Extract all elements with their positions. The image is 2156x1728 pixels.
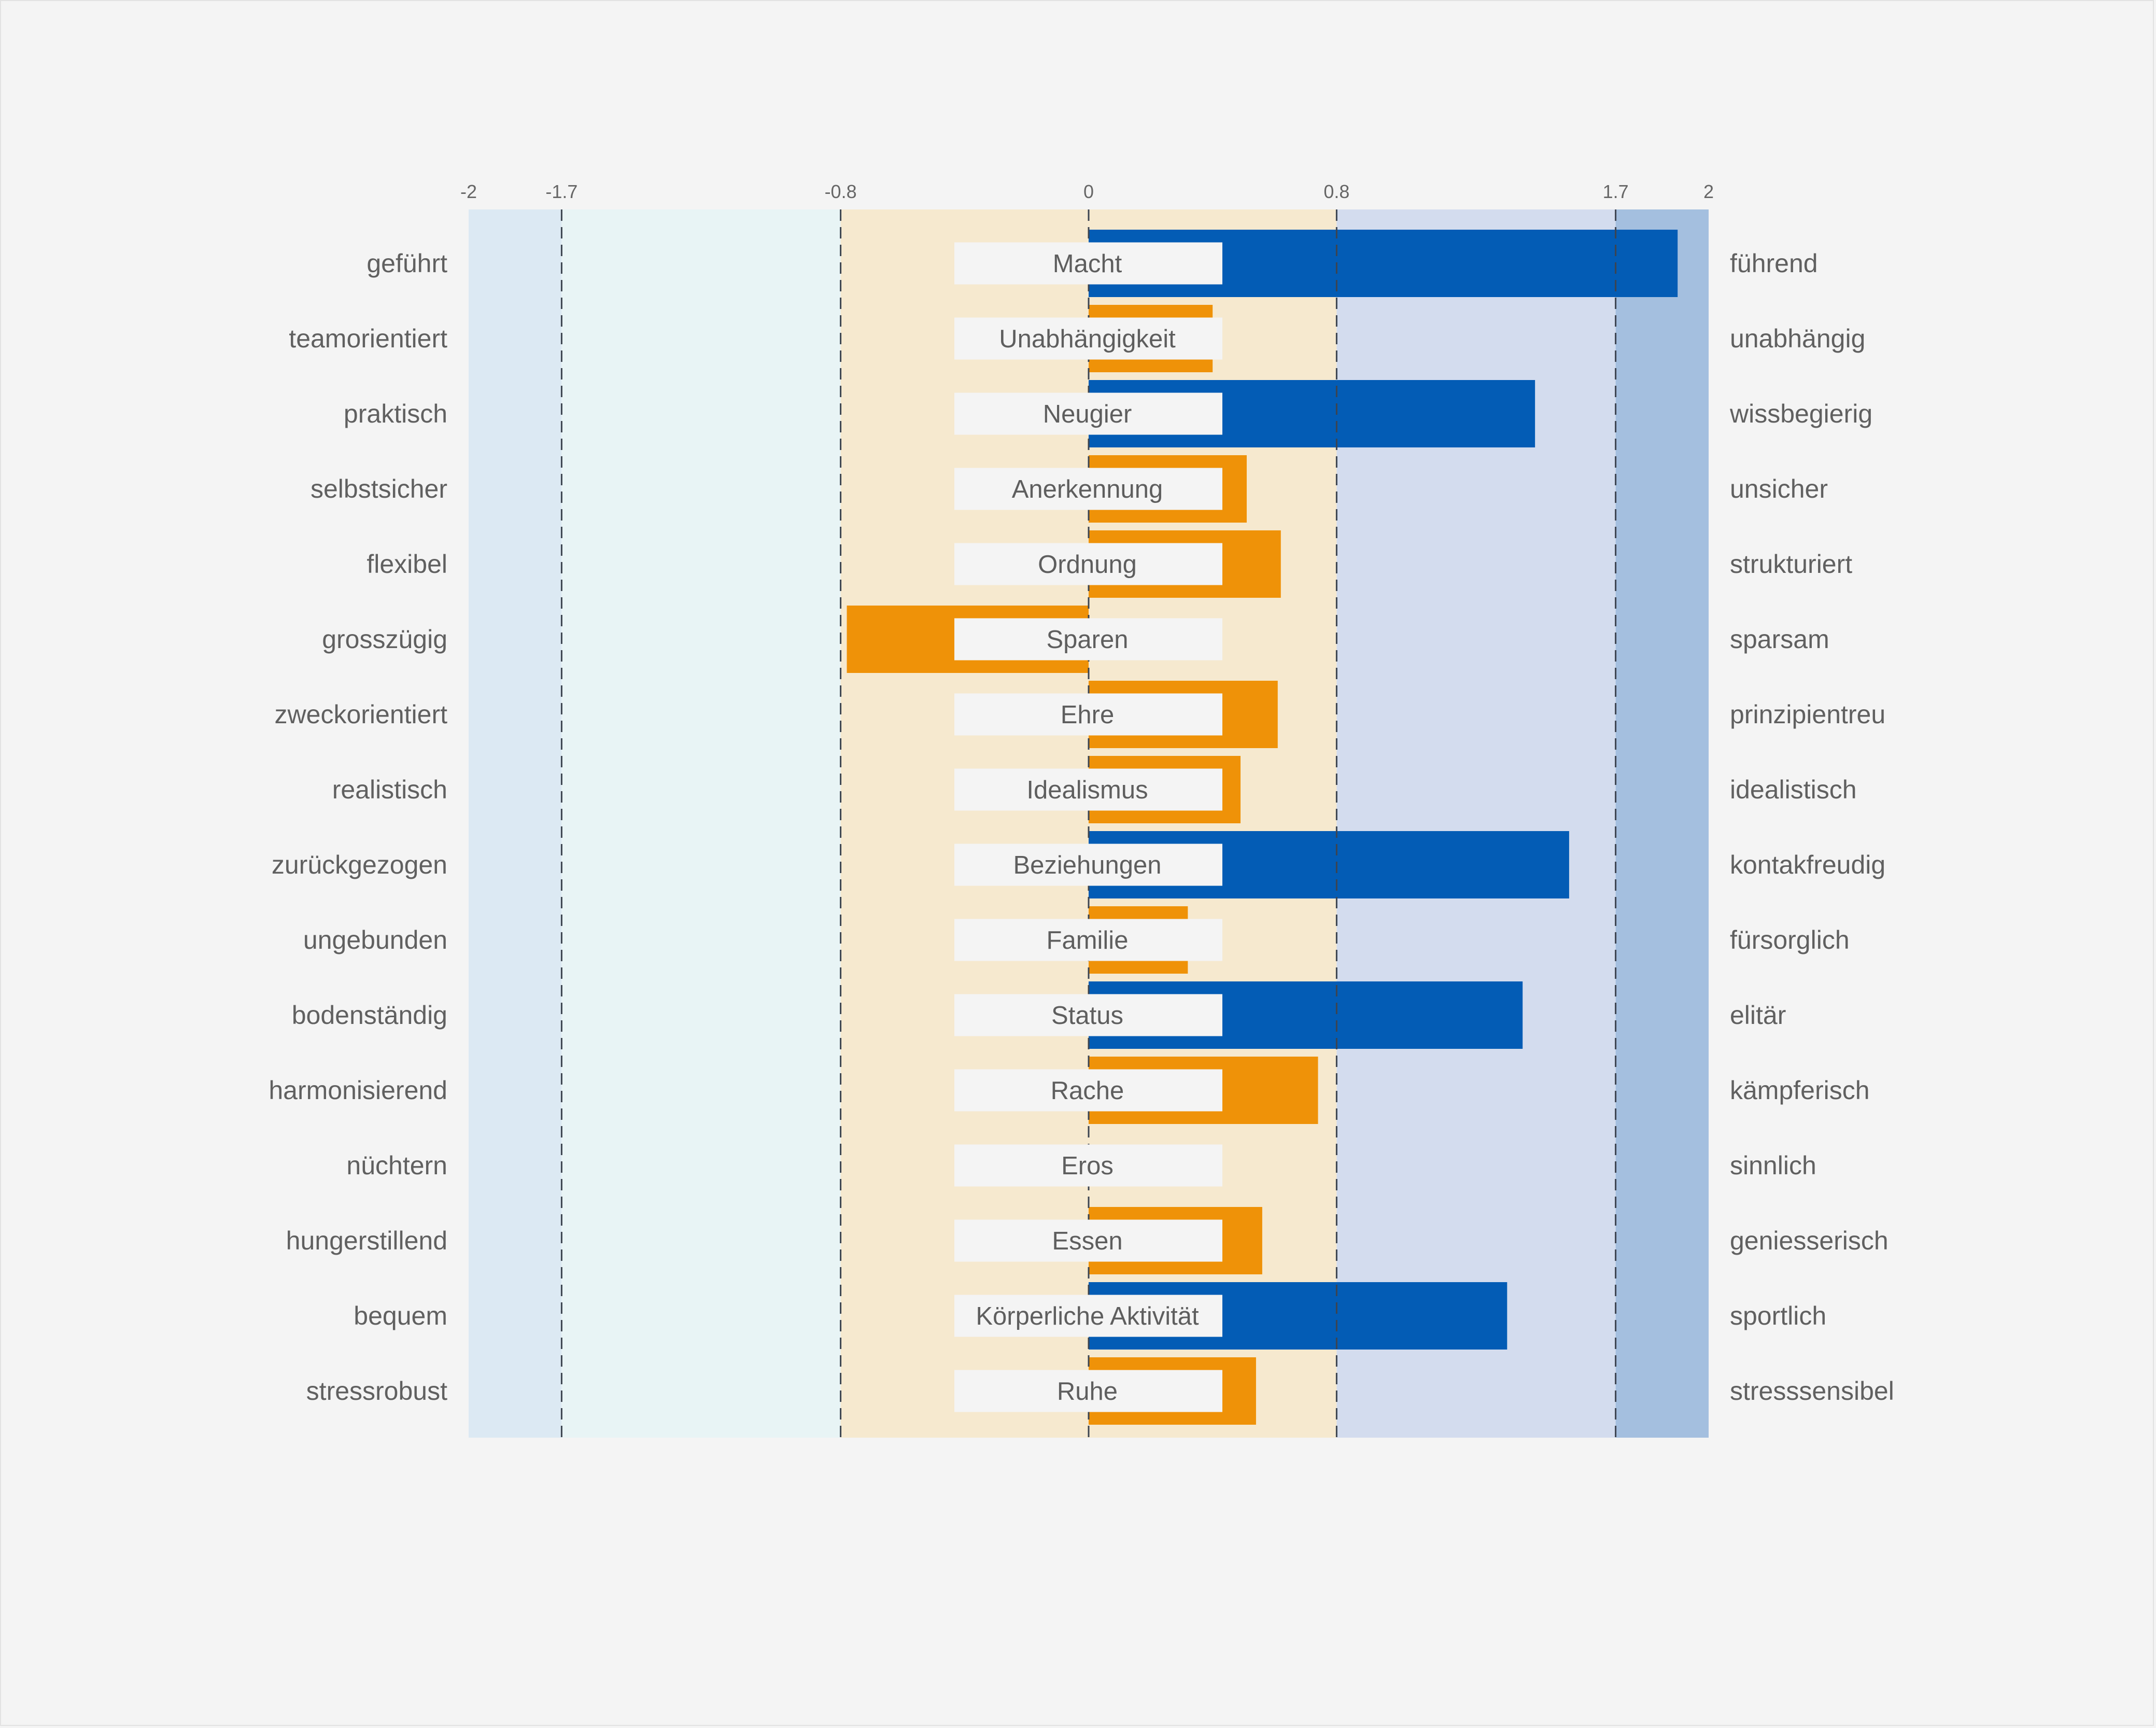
left-pole-label: zurückgezogen [272,850,447,879]
right-pole-label: sinnlich [1730,1151,1816,1180]
category-label-box [954,1370,1222,1412]
category-label: Essen [1052,1227,1122,1255]
right-pole-label: geniesserisch [1730,1226,1889,1255]
left-pole-label: realistisch [332,775,447,804]
category-label: Ordnung [1038,551,1137,579]
left-pole-labels: geführt teamorientiert praktisch selbstsich… [269,249,447,1406]
x-axis-ticks: -2 -1.7 -0.8 0 0.8 1.7 2 [460,181,1714,202]
category-label-box [954,1069,1222,1112]
x-tick-label: 0.8 [1323,181,1349,202]
category-label-box [954,242,1222,285]
background-band [469,209,562,1438]
category-label-box [954,618,1222,661]
background-band [561,209,841,1438]
category-label: Neugier [1043,400,1132,428]
x-tick-label: -2 [460,181,477,202]
right-pole-label: stresssensibel [1730,1376,1894,1406]
right-pole-label: fürsorglich [1730,925,1850,954]
category-label-box [954,1144,1222,1187]
left-pole-label: ungebunden [303,925,447,954]
right-pole-label: unsicher [1730,474,1828,503]
category-label: Macht [1053,250,1122,278]
right-pole-label: sparsam [1730,625,1829,654]
right-pole-label: idealistisch [1730,775,1857,804]
right-pole-label: unabhängig [1730,324,1865,353]
category-label: Unabhängigkeit [999,325,1176,353]
category-label-box [954,768,1222,811]
left-pole-label: hungerstillend [286,1226,447,1255]
right-pole-label: prinzipientreu [1730,700,1885,729]
x-tick-label: 0 [1083,181,1094,202]
background-band [1615,209,1709,1438]
right-pole-label: strukturiert [1730,550,1852,579]
x-tick-label: -0.8 [825,181,857,202]
right-pole-labels: führend unabhängig wissbegierig unsicher str… [1729,249,1894,1406]
left-pole-label: flexibel [367,550,447,579]
category-label: Ehre [1061,701,1115,729]
left-pole-label: harmonisierend [269,1076,447,1105]
left-pole-label: stressrobust [306,1376,447,1406]
category-label-box [954,468,1222,510]
left-pole-label: bodenständig [292,1001,447,1030]
left-pole-label: zweckorientiert [275,700,448,729]
category-label-box [954,543,1222,585]
category-label: Ruhe [1057,1378,1118,1406]
x-tick-label: 2 [1703,181,1714,202]
left-pole-label: selbstsicher [311,474,447,503]
category-label: Körperliche Aktivität [976,1302,1199,1330]
left-pole-label: geführt [367,249,447,278]
right-pole-label: führend [1730,249,1818,278]
category-label-box [954,317,1222,360]
category-label: Anerkennung [1012,475,1163,503]
x-tick-label: -1.7 [545,181,577,202]
left-pole-label: nüchtern [346,1151,447,1180]
category-label-box [954,1219,1222,1262]
category-label: Eros [1061,1152,1114,1180]
left-pole-label: grosszügig [322,625,447,654]
category-label-box [954,693,1222,736]
left-pole-label: praktisch [344,399,447,428]
category-label: Status [1051,1002,1123,1030]
left-pole-label: bequem [354,1301,447,1330]
right-pole-label: elitär [1730,1001,1786,1030]
right-pole-label: sportlich [1730,1301,1826,1330]
category-label: Sparen [1046,626,1128,654]
category-label: Familie [1047,926,1129,954]
right-pole-label: wissbegierig [1729,399,1872,428]
category-label-box [954,919,1222,961]
category-label: Beziehungen [1013,851,1161,879]
category-label-box [954,392,1222,435]
right-pole-label: kontakfreudig [1730,850,1885,879]
x-tick-label: 1.7 [1603,181,1629,202]
category-label-box [954,994,1222,1036]
category-label: Idealismus [1026,776,1148,804]
left-pole-label: teamorientiert [289,324,447,353]
right-pole-label: kämpferisch [1730,1076,1870,1105]
category-labels: Macht Unabhängigkeit Neugier Anerkennung Ord… [954,242,1222,1412]
category-label-box [954,1295,1222,1337]
category-label: Rache [1051,1077,1124,1105]
category-label-box [954,844,1222,886]
